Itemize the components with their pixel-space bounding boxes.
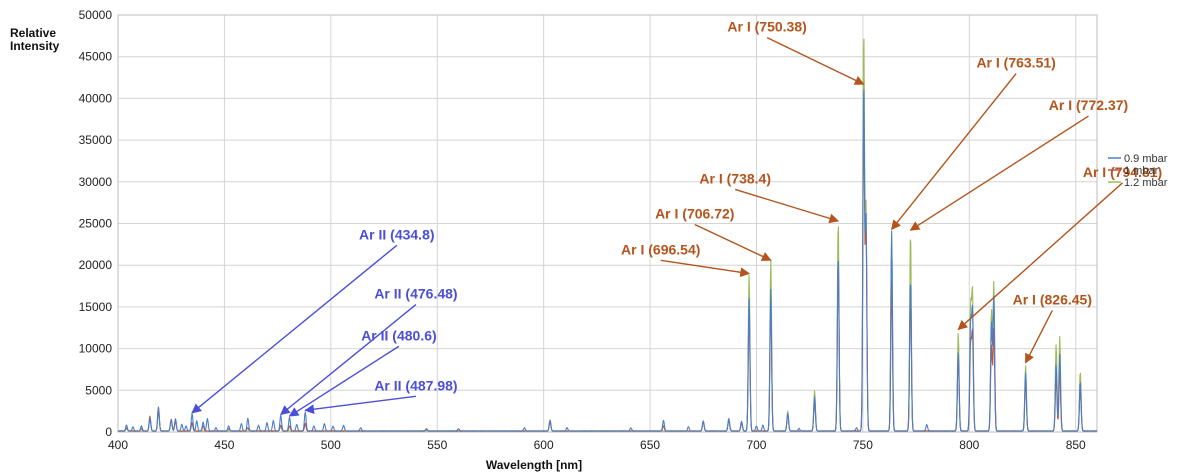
peak-annotation-arrow xyxy=(660,259,751,278)
y-axis-label-line2: Intensity xyxy=(10,39,60,53)
x-tick-label: 650 xyxy=(640,438,660,452)
legend-label: 1.2 mbar xyxy=(1124,177,1168,189)
series-lines xyxy=(117,38,1098,432)
peak-annotation-label: Ar II (480.6) xyxy=(361,327,436,343)
plot-frame xyxy=(117,14,1098,433)
peak-annotation-label: Ar I (826.45) xyxy=(1013,291,1092,307)
x-tick-label: 400 xyxy=(108,438,128,452)
series-line-0 xyxy=(117,89,1098,432)
peak-annotation-label: Ar I (772.37) xyxy=(1049,97,1128,113)
peak-annotation-arrow xyxy=(694,223,772,261)
y-tick-label: 35000 xyxy=(79,133,113,147)
peak-annotation-label: Ar I (794.81) xyxy=(1083,164,1162,180)
peak-annotation-arrow xyxy=(891,73,1017,231)
peak-annotation-label: Ar II (476.48) xyxy=(374,286,457,302)
y-tick-label: 45000 xyxy=(79,50,113,64)
peak-annotation-arrow xyxy=(734,188,840,224)
peak-annotation-label: Ar I (696.54) xyxy=(621,241,700,257)
x-axis-label: Wavelength [nm] xyxy=(486,458,582,472)
peak-annotation-label: Ar I (763.51) xyxy=(976,55,1055,71)
peak-annotation-arrow xyxy=(191,244,398,414)
legend-label: 1 mbar xyxy=(1124,165,1159,177)
y-axis-label: Relative xyxy=(10,26,56,40)
x-tick-label: 800 xyxy=(959,438,979,452)
peak-annotation-label: Ar II (487.98) xyxy=(374,377,457,393)
series-line-1 xyxy=(117,115,1098,432)
y-tick-label: 25000 xyxy=(79,217,113,231)
peak-annotation-label: Ar II (434.8) xyxy=(359,226,434,242)
peak-annotation-label: Ar I (750.38) xyxy=(727,19,806,35)
peak-annotation-arrow xyxy=(304,395,417,415)
x-tick-label: 700 xyxy=(746,438,766,452)
annotations: Ar I (750.38) Ar I (763.51) Ar I (772.37) A… xyxy=(191,19,1162,417)
y-tick-label: 40000 xyxy=(79,91,113,105)
y-tick-label: 0 xyxy=(105,425,112,439)
x-tick-label: 550 xyxy=(427,438,447,452)
y-tick-label: 20000 xyxy=(79,258,113,272)
peak-annotation-arrow xyxy=(280,304,417,416)
x-tick-label: 600 xyxy=(534,438,554,452)
peak-annotation-arrow xyxy=(1024,310,1053,364)
x-tick-label: 450 xyxy=(214,438,234,452)
x-tick-label: 500 xyxy=(321,438,341,452)
peak-annotation-label: Ar I (738.4) xyxy=(699,170,771,186)
y-tick-label: 10000 xyxy=(79,342,113,356)
x-tick-label: 750 xyxy=(853,438,873,452)
peak-annotation-arrow xyxy=(957,182,1124,331)
peak-annotation-arrow xyxy=(766,37,865,85)
peak-annotation-arrow xyxy=(909,115,1089,231)
axes: 0 5000 10000 15000 20000 25000 30000 35000 40000… xyxy=(79,8,1098,452)
legend-label: 0.9 mbar xyxy=(1124,153,1168,165)
y-tick-label: 15000 xyxy=(79,300,113,314)
grid xyxy=(117,14,1097,433)
y-tick-label: 5000 xyxy=(85,383,112,397)
x-tick-label: 850 xyxy=(1066,438,1086,452)
peak-annotation-label: Ar I (706.72) xyxy=(655,205,734,221)
y-tick-label: 50000 xyxy=(79,8,113,22)
y-tick-label: 30000 xyxy=(79,175,113,189)
